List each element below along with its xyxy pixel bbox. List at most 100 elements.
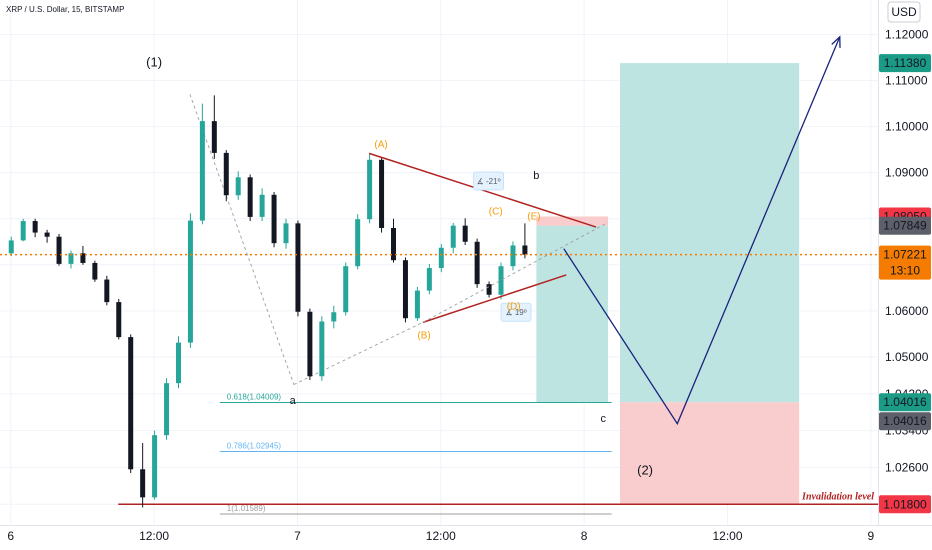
price-badge-text: 1.07849 [883,219,927,233]
candle-body [450,225,456,248]
wave-label: (1) [146,55,162,70]
wave-label: (2) [637,462,653,477]
x-tick-label: 9 [867,529,874,543]
y-tick-label: 1.12000 [885,28,929,42]
candle-body [211,121,217,153]
angle-badge [473,171,504,191]
candle-body [438,247,444,269]
y-tick-label: 1.09000 [885,166,929,180]
candle-body [164,383,170,436]
candle-body [20,221,26,241]
x-tick-label: 8 [581,529,588,543]
currency-label: USD [891,5,917,19]
price-badge-text: 1.04016 [883,395,927,409]
long-position-target-zone [619,63,800,403]
candle-body [307,311,313,377]
x-tick-label: 12:00 [712,529,742,543]
candle-body [44,232,50,237]
currency-button[interactable] [887,1,921,23]
wave-label: (D) [507,301,521,312]
candle-body [486,284,492,295]
chart-header: XRP / U.S. Dollar, 15, BITSTAMP [6,5,124,14]
triangle-lower-line [422,274,567,324]
candle-body [104,279,110,303]
candle-body [92,262,98,280]
y-tick-label: 1.05000 [885,350,929,364]
y-tick-label: 1.02600 [885,460,929,474]
candle-body [80,253,86,263]
candle-body [128,337,134,470]
price-badge-subtext: 13:10 [890,264,920,278]
candle-body [259,194,265,217]
candle-body [414,290,420,319]
price-badge [879,393,931,412]
short-position-stop-zone [536,216,609,226]
candle-body [152,435,158,498]
x-tick-label: 12:00 [139,529,169,543]
price-badge [879,54,931,73]
x-tick-label: 6 [7,529,14,543]
y-tick-label: 1.10000 [885,120,929,134]
projection-path [563,36,841,426]
candle-body [379,159,385,228]
candle-body [68,253,74,264]
candle-body [522,245,528,255]
fib-level-label: 0.618(1.04009) [227,393,282,402]
wave-label: (B) [417,330,430,341]
y-tick-label: 1.06000 [885,304,929,318]
x-tick-label: 12:00 [426,529,456,543]
candle-body [271,194,277,244]
candle-body [510,245,516,267]
wave-label: (E) [527,211,540,222]
y-tick-label: 1.11000 [885,74,928,88]
candle-body [175,342,181,384]
candle-body [247,177,253,217]
candle-body [116,302,122,338]
candle-body [498,266,504,295]
candle-body [331,312,337,322]
fib-level-label: 1(1.01589) [227,504,266,513]
price-badge-text: 1.01800 [883,497,927,511]
wave-label: c [601,413,607,425]
price-badge [879,216,931,235]
long-position-stop-zone [619,402,800,505]
triangle-dashed-line [422,222,609,323]
candle-body [462,225,468,242]
projection-arrowhead [831,35,841,48]
candle-body [295,223,301,312]
candle-body [223,152,229,196]
price-badge-text: 1.04016 [883,414,927,428]
price-badge [879,412,931,431]
candle-body [319,321,325,377]
wave-label: (C) [489,206,503,217]
candle-body [367,159,373,220]
candle-body [235,177,241,196]
candle-body [283,223,289,244]
candle-body [474,241,480,285]
x-tick-label: 7 [294,529,301,543]
angle-badge-text: ∡ 19º [505,308,526,317]
price-badge [879,245,931,280]
invalidation-label: Invalidation level [801,491,874,502]
candle-body [355,219,361,267]
price-badge [879,495,931,514]
wave-label: b [533,170,539,182]
price-badge-text: 1.11380 [884,56,927,70]
short-position-target-zone [536,225,609,403]
angle-badge-text: ∡ -21º [477,177,501,186]
wave-label: (A) [374,140,387,151]
time-axis-background [0,525,932,550]
candle-body [391,227,397,261]
candle-body [187,220,193,343]
candle-body [8,240,14,254]
candle-body [199,121,205,221]
price-badge-text: 1.07221 [883,248,927,262]
candle-body [402,260,408,319]
candle-body [56,236,62,264]
candle-body [32,221,38,233]
fib-level-label: 0.786(1.02945) [227,442,282,451]
angle-badge [500,302,532,322]
candle-body [426,268,432,291]
